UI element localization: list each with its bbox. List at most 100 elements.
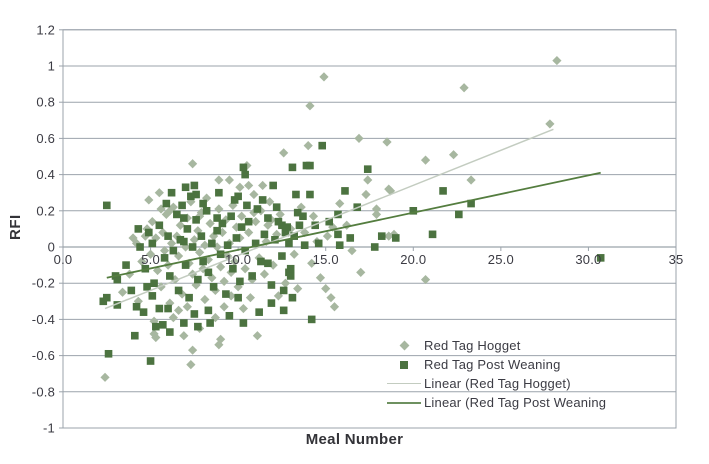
data-point (204, 268, 213, 277)
data-point (318, 141, 327, 150)
data-point (214, 175, 224, 185)
data-point (260, 230, 269, 239)
data-point (102, 201, 111, 210)
legend-item-post-weaning: Red Tag Post Weaning (386, 355, 686, 374)
data-point (300, 241, 309, 249)
data-point (104, 349, 113, 358)
data-point (195, 247, 205, 258)
data-point (275, 209, 285, 220)
data-point (223, 241, 232, 249)
data-point (147, 217, 157, 227)
data-point (134, 225, 143, 233)
data-point (371, 209, 382, 220)
data-point (166, 328, 174, 336)
data-point (189, 235, 199, 245)
data-point (288, 293, 297, 302)
data-point (169, 246, 178, 255)
data-point (346, 234, 355, 242)
data-point (241, 246, 249, 255)
data-point (244, 217, 253, 226)
data-point (552, 55, 562, 66)
trendline-linear-red-tag-hogget- (104, 128, 554, 310)
data-point (200, 294, 210, 305)
data-point (159, 246, 170, 256)
y-tick-label: -0.8 (32, 384, 55, 399)
data-point (168, 312, 178, 323)
data-point (145, 249, 156, 259)
data-point (409, 207, 418, 215)
x-tick-label: 5.0 (141, 252, 160, 267)
data-point (223, 251, 233, 261)
y-tick-label: -0.2 (32, 276, 55, 291)
data-point (274, 217, 283, 226)
data-point (347, 246, 357, 256)
data-point (272, 229, 282, 239)
data-point (160, 254, 169, 262)
data-point (113, 275, 122, 284)
data-point (188, 159, 198, 169)
data-point (239, 319, 248, 327)
data-point (286, 264, 295, 273)
data-point (334, 210, 342, 219)
data-point (299, 212, 307, 221)
x-tick-label: 0.0 (54, 252, 73, 267)
data-point (279, 148, 289, 158)
data-point (174, 286, 183, 295)
data-point (230, 256, 240, 267)
data-point (234, 293, 242, 302)
data-point (264, 259, 272, 268)
data-point (293, 284, 303, 294)
data-point (285, 239, 293, 248)
data-point (420, 274, 431, 285)
data-point (341, 187, 349, 195)
data-point (113, 301, 122, 309)
data-point (208, 239, 216, 248)
trendline-linear-red-tag-post-weaning (106, 171, 601, 279)
data-point (175, 220, 185, 230)
data-point (224, 175, 234, 185)
data-point (279, 306, 288, 315)
data-point (150, 279, 158, 287)
data-point (133, 296, 143, 306)
data-point (236, 277, 244, 286)
data-point (288, 163, 297, 172)
data-point (307, 315, 316, 324)
data-point (308, 211, 319, 221)
data-point (167, 188, 176, 197)
data-point (265, 197, 275, 207)
data-point (306, 190, 314, 199)
data-point (244, 180, 254, 191)
data-point (168, 202, 178, 212)
data-point (371, 204, 382, 214)
data-point (283, 223, 291, 231)
legend-label: Red Tag Post Weaning (424, 357, 561, 372)
data-point (136, 243, 144, 251)
data-point (263, 220, 273, 230)
data-point (363, 175, 373, 185)
data-point (249, 189, 259, 200)
data-point (210, 312, 220, 323)
data-point (204, 306, 213, 315)
data-point (188, 345, 198, 355)
data-point (194, 322, 202, 331)
data-point (328, 222, 338, 232)
data-point (188, 243, 197, 251)
data-point (325, 217, 334, 226)
data-point (258, 180, 268, 191)
legend-item-hogget: Red Tag Hogget (386, 336, 686, 355)
data-point (545, 119, 555, 129)
legend-label: Linear (Red Tag Hogget) (424, 376, 571, 391)
legend: Red Tag Hogget Red Tag Post Weaning Line… (386, 336, 686, 412)
x-tick-label: 10.0 (225, 252, 251, 267)
data-point (278, 252, 286, 260)
data-point (164, 304, 172, 313)
data-point (227, 212, 235, 221)
data-point (322, 231, 333, 241)
data-point (257, 257, 265, 266)
data-point (152, 265, 163, 276)
data-point (148, 239, 157, 248)
series-red-tag-post-weaning (99, 141, 605, 365)
data-point (248, 272, 256, 280)
data-point (448, 150, 459, 160)
data-point (239, 163, 248, 172)
